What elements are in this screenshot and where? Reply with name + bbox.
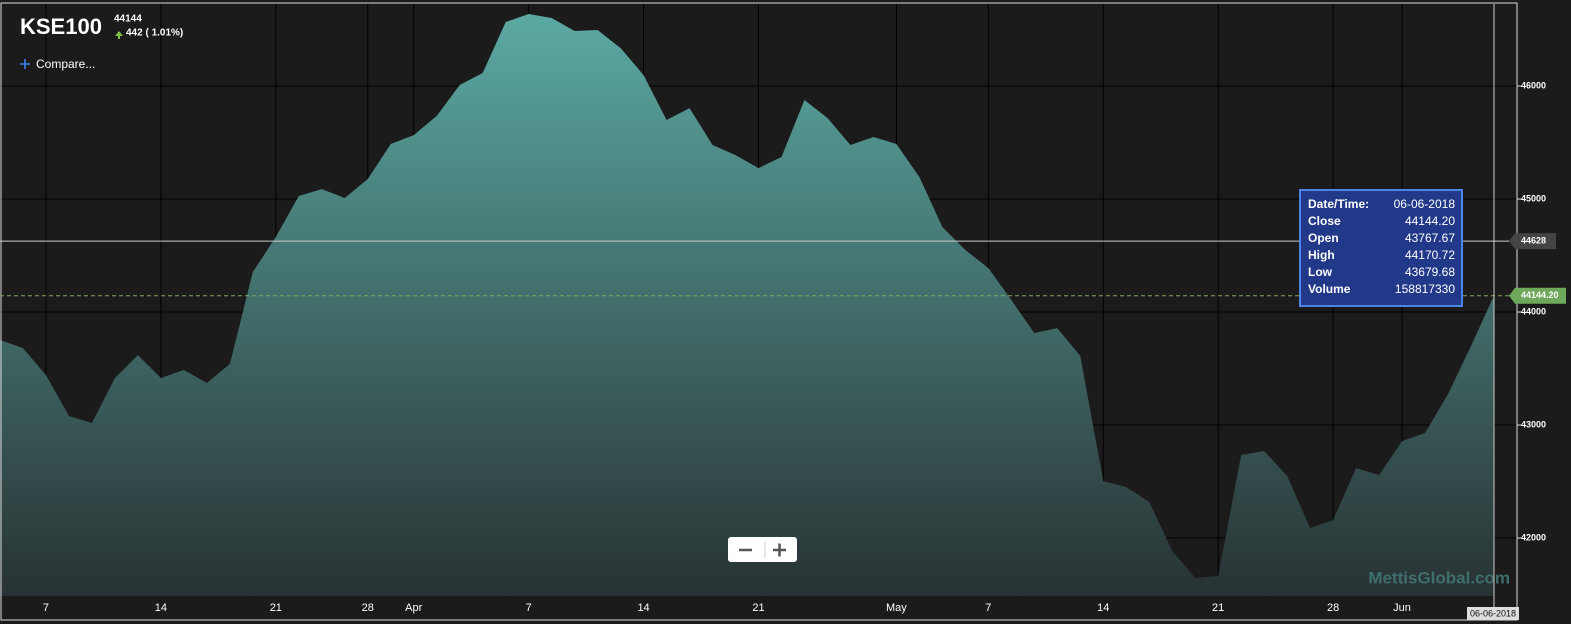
tooltip-key: Volume bbox=[1308, 282, 1351, 296]
x-tick-label: Jun bbox=[1393, 602, 1411, 614]
tooltip-key: Open bbox=[1308, 231, 1339, 245]
x-tick-label: May bbox=[886, 602, 907, 614]
crosshair-y-label: 44628 bbox=[1521, 235, 1546, 245]
tooltip bbox=[1299, 189, 1463, 307]
x-tick-label: 21 bbox=[270, 602, 282, 614]
y-tick-label: 42000 bbox=[1521, 532, 1546, 542]
tooltip-value: 43679.68 bbox=[1405, 265, 1455, 279]
tooltip-key: High bbox=[1308, 248, 1335, 262]
y-tick-label: 46000 bbox=[1521, 80, 1546, 90]
x-tick-label: 28 bbox=[1327, 602, 1339, 614]
plot-frame bbox=[0, 2, 1518, 621]
tooltip-value: 06-06-2018 bbox=[1394, 197, 1456, 211]
x-tick-label: Apr bbox=[405, 602, 422, 614]
crosshair-y-box bbox=[1509, 233, 1556, 250]
tooltip-value: 44170.72 bbox=[1405, 248, 1455, 262]
last-price-label: 44144.20 bbox=[1521, 290, 1559, 300]
up-arrow bbox=[115, 31, 123, 39]
tooltip-key: Date/Time: bbox=[1308, 197, 1369, 211]
zoom-controls bbox=[728, 537, 797, 562]
x-tick-label: 21 bbox=[1212, 602, 1224, 614]
x-tick-label: 21 bbox=[752, 602, 764, 614]
x-tick-label: 28 bbox=[362, 602, 374, 614]
x-tick-label: 7 bbox=[985, 602, 991, 614]
area bbox=[0, 14, 1494, 596]
x-tick-label: 7 bbox=[43, 602, 49, 614]
y-tick-label: 45000 bbox=[1521, 193, 1546, 203]
zoom-in[interactable] bbox=[773, 543, 786, 557]
symbol: KSE100 bbox=[20, 14, 102, 39]
change: 442 ( 1.01%) bbox=[126, 28, 183, 39]
tooltip-key: Low bbox=[1308, 265, 1333, 279]
tooltip-value: 43767.67 bbox=[1405, 231, 1455, 245]
compare-icon[interactable] bbox=[20, 59, 30, 69]
x-tick-label: 14 bbox=[637, 602, 649, 614]
watermark: MettisGlobal.com bbox=[1368, 568, 1510, 587]
x-tick-label: 14 bbox=[155, 602, 167, 614]
x-tick-label: 7 bbox=[526, 602, 532, 614]
y-tick-label: 43000 bbox=[1521, 419, 1546, 429]
zoom-box bbox=[728, 537, 797, 562]
crosshair-x-label: 06-06-2018 bbox=[1470, 608, 1516, 618]
x-tick-label: 14 bbox=[1097, 602, 1109, 614]
tooltip-key: Close bbox=[1308, 214, 1341, 228]
tooltip-value: 44144.20 bbox=[1405, 214, 1455, 228]
compare[interactable]: Compare... bbox=[36, 57, 95, 71]
crosshair-x-box bbox=[1467, 607, 1519, 620]
price: 44144 bbox=[114, 14, 142, 25]
tooltip-value: 158817330 bbox=[1395, 282, 1455, 296]
y-tick-label: 44000 bbox=[1521, 306, 1546, 316]
last-price-box bbox=[1509, 287, 1566, 304]
